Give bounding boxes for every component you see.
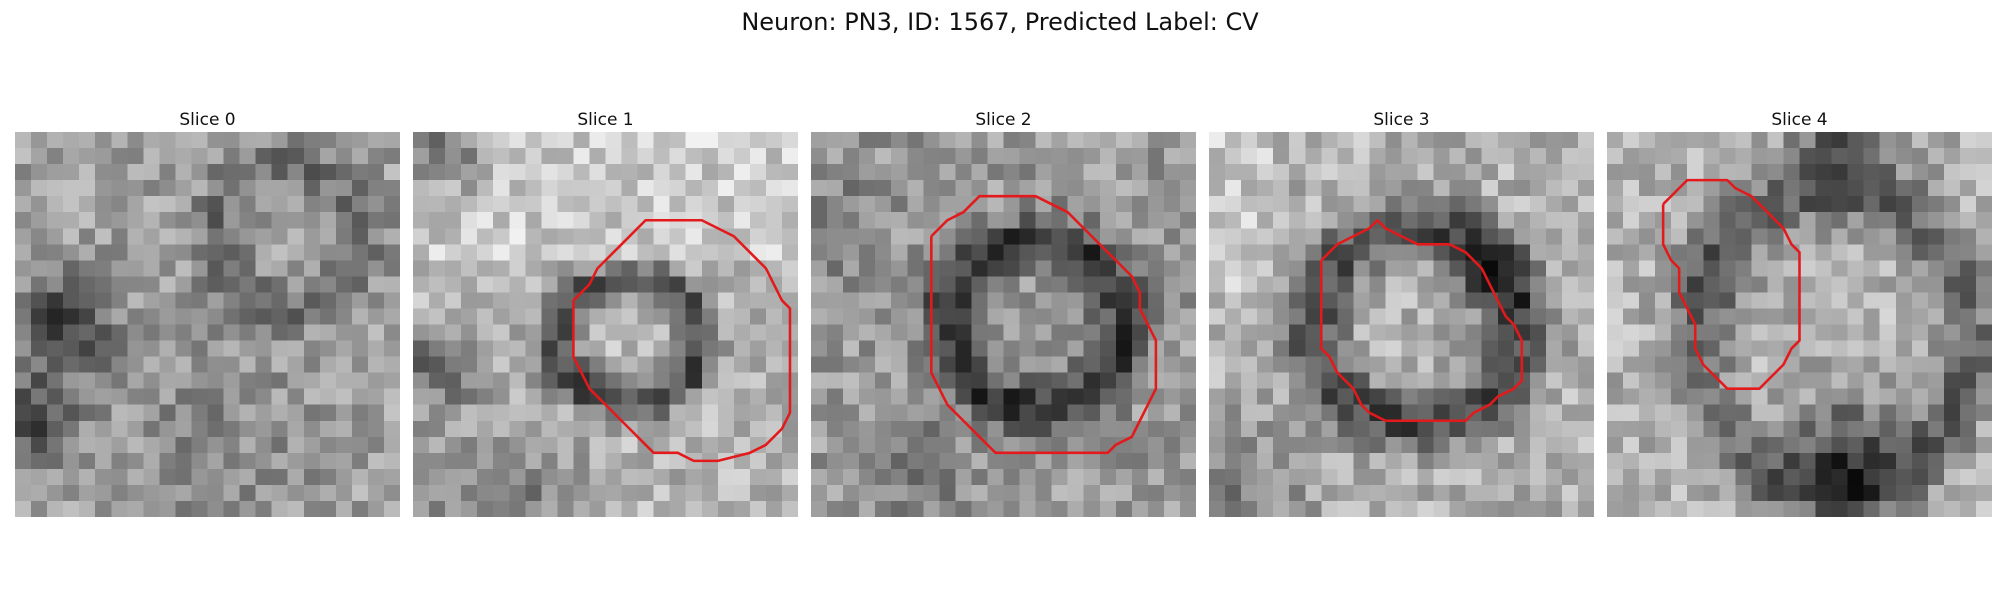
- slice-image: [1209, 132, 1594, 517]
- segmentation-contour: [1320, 218, 1524, 423]
- panel-slice-4: Slice 4: [1607, 108, 1992, 517]
- slice-image: [811, 132, 1196, 517]
- figure-title: Neuron: PN3, ID: 1567, Predicted Label: …: [741, 8, 1259, 36]
- slice-image: [15, 132, 400, 517]
- panel-title: Slice 4: [1771, 110, 1828, 130]
- panel-slice-3: Slice 3: [1209, 108, 1594, 517]
- segmentation-contour: [572, 218, 792, 463]
- slice-image: [1607, 132, 1992, 517]
- segmentation-contour: [930, 194, 1158, 455]
- panel-slice-1: Slice 1: [413, 108, 798, 517]
- segmentation-contour: [1661, 178, 1801, 390]
- slice-image: [413, 132, 798, 517]
- panel-title: Slice 2: [975, 110, 1032, 130]
- panel-slice-2: Slice 2: [811, 108, 1196, 517]
- panel-title: Slice 3: [1373, 110, 1430, 130]
- panel-title: Slice 1: [577, 110, 634, 130]
- panel-slice-0: Slice 0: [15, 108, 400, 517]
- panel-title: Slice 0: [179, 110, 236, 130]
